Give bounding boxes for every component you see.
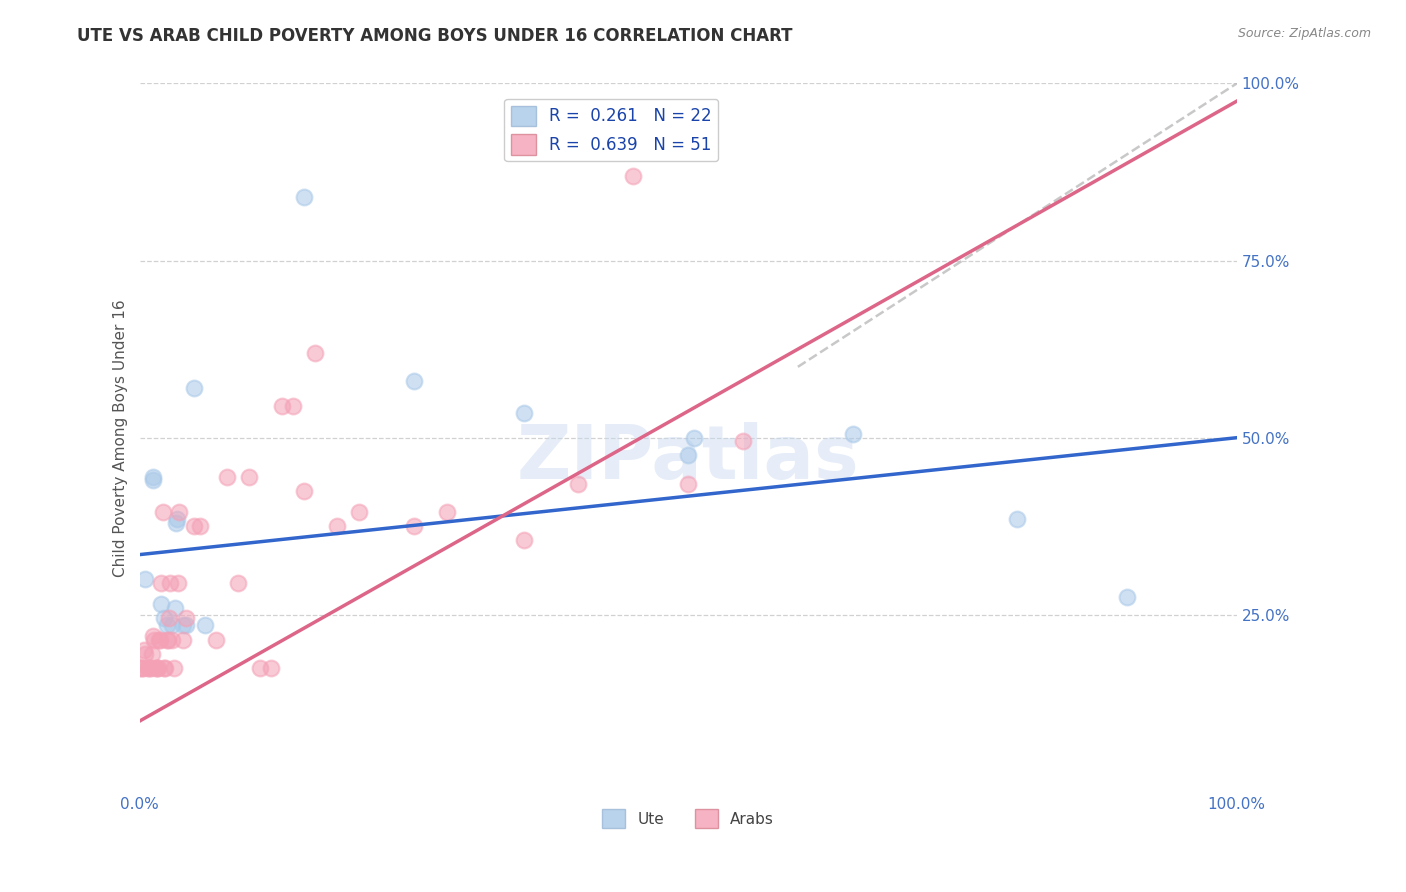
Point — [292, 190, 315, 204]
Point — [148, 661, 170, 675]
Point — [567, 476, 589, 491]
Point — [183, 519, 205, 533]
Point — [134, 573, 156, 587]
Point — [145, 661, 167, 675]
Point — [142, 632, 165, 647]
Point — [146, 661, 169, 675]
Point — [142, 629, 165, 643]
Point — [134, 647, 156, 661]
Point — [194, 618, 217, 632]
Point — [512, 533, 534, 548]
Point — [174, 611, 197, 625]
Point — [165, 516, 187, 530]
Point — [676, 476, 699, 491]
Point — [163, 600, 186, 615]
Point — [159, 576, 181, 591]
Point — [1116, 590, 1139, 604]
Legend: Ute, Arabs: Ute, Arabs — [596, 803, 780, 834]
Point — [436, 505, 458, 519]
Point — [281, 399, 304, 413]
Point — [304, 345, 326, 359]
Point — [149, 632, 172, 647]
Point — [152, 505, 174, 519]
Point — [682, 431, 704, 445]
Point — [138, 661, 160, 675]
Point — [841, 427, 863, 442]
Point — [150, 576, 173, 591]
Point — [621, 169, 644, 183]
Point — [141, 647, 163, 661]
Point — [512, 406, 534, 420]
Point — [226, 576, 249, 591]
Point — [347, 505, 370, 519]
Point — [136, 661, 159, 675]
Point — [188, 519, 211, 533]
Point — [142, 469, 165, 483]
Point — [167, 505, 190, 519]
Point — [152, 611, 174, 625]
Point — [128, 661, 150, 675]
Y-axis label: Child Poverty Among Boys Under 16: Child Poverty Among Boys Under 16 — [114, 299, 128, 576]
Point — [162, 618, 184, 632]
Point — [217, 469, 239, 483]
Point — [271, 399, 294, 413]
Point — [166, 512, 188, 526]
Point — [183, 381, 205, 395]
Point — [162, 632, 184, 647]
Text: Source: ZipAtlas.com: Source: ZipAtlas.com — [1237, 27, 1371, 40]
Point — [153, 661, 176, 675]
Point — [676, 449, 699, 463]
Text: UTE VS ARAB CHILD POVERTY AMONG BOYS UNDER 16 CORRELATION CHART: UTE VS ARAB CHILD POVERTY AMONG BOYS UND… — [77, 27, 793, 45]
Point — [167, 576, 190, 591]
Point — [402, 519, 425, 533]
Point — [157, 611, 180, 625]
Point — [150, 597, 173, 611]
Point — [156, 618, 179, 632]
Point — [142, 473, 165, 487]
Point — [172, 618, 194, 632]
Point — [174, 618, 197, 632]
Point — [131, 661, 153, 675]
Point — [1007, 512, 1029, 526]
Point — [292, 483, 315, 498]
Point — [205, 632, 228, 647]
Point — [238, 469, 260, 483]
Point — [139, 661, 162, 675]
Point — [172, 632, 194, 647]
Point — [148, 632, 170, 647]
Point — [162, 661, 184, 675]
Point — [157, 632, 180, 647]
Point — [132, 661, 155, 675]
Point — [731, 434, 754, 449]
Point — [402, 374, 425, 388]
Point — [260, 661, 283, 675]
Point — [152, 661, 174, 675]
Text: ZIPatlas: ZIPatlas — [517, 423, 859, 495]
Point — [132, 643, 155, 657]
Point — [326, 519, 349, 533]
Point — [249, 661, 271, 675]
Point — [156, 632, 179, 647]
